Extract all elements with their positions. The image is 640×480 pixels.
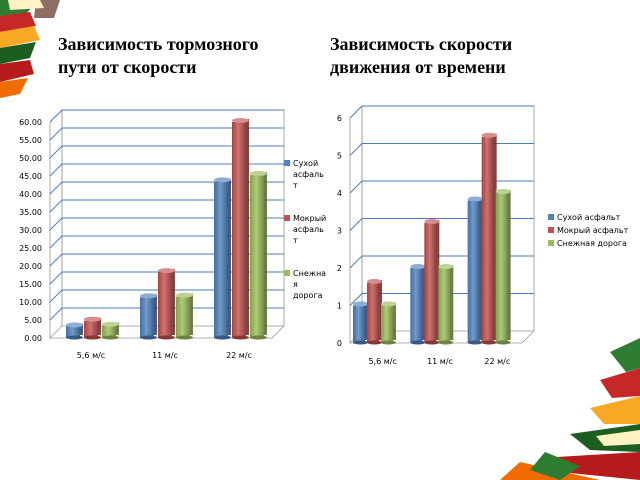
y-tick-label: 3 (337, 227, 342, 236)
y-tick-label: 6 (337, 114, 342, 123)
legend-label: т (293, 181, 298, 190)
legend-label: Снежна (293, 269, 326, 278)
legend-label: Мокрый (293, 214, 326, 223)
gridline (49, 145, 284, 159)
bar (353, 301, 368, 345)
y-tick-label: 40.00 (19, 190, 42, 199)
gridline (49, 217, 284, 231)
bar (410, 264, 426, 345)
bar (495, 189, 511, 345)
legend-label: Снежная дорога (557, 239, 627, 248)
legend-swatch (548, 240, 554, 246)
legend-swatch (548, 214, 554, 220)
gridline (349, 143, 534, 156)
gridline (349, 180, 534, 194)
plot-floor (350, 330, 535, 344)
bar (176, 292, 193, 340)
bar (481, 132, 497, 345)
legend-label: асфаль (293, 170, 324, 179)
legend-swatch (284, 215, 290, 221)
y-tick-label: 0 (337, 339, 342, 348)
bar (102, 321, 119, 340)
x-tick-label: 5,6 м/с (77, 351, 105, 360)
legend-swatch (284, 270, 290, 276)
bar (250, 170, 267, 340)
bar (467, 196, 483, 345)
y-tick-label: 50.00 (19, 154, 42, 163)
bar (381, 301, 396, 345)
book-stack-bottom-right-icon (500, 338, 640, 480)
gridline (49, 271, 284, 285)
y-tick-label: 5.00 (24, 316, 42, 325)
legend-swatch (284, 160, 290, 166)
y-tick-label: 1 (337, 302, 342, 311)
x-tick-label: 5,6 м/с (368, 357, 396, 366)
y-tick-label: 25.00 (19, 244, 42, 253)
gridline (349, 105, 534, 119)
bar (424, 219, 440, 345)
bar (140, 293, 157, 340)
x-tick-label: 11 м/с (152, 351, 178, 360)
gridline (49, 235, 284, 249)
x-tick-label: 22 м/с (484, 357, 510, 366)
legend-label: Сухой асфальт (557, 213, 621, 222)
bar (232, 118, 249, 340)
book-stack-top-left-icon (0, 0, 60, 98)
y-tick-label: 10.00 (19, 298, 42, 307)
y-tick-label: 20.00 (19, 262, 42, 271)
chart-title-speed: Зависимость скорости движения от времени (330, 34, 513, 77)
legend-label: т (293, 236, 298, 245)
y-tick-label: 55.00 (19, 136, 42, 145)
gridline (49, 127, 284, 141)
y-tick-label: 15.00 (19, 280, 42, 289)
chart-title-braking: Зависимость тормозного пути от скорости (58, 34, 259, 77)
legend-label: Сухой (293, 159, 318, 168)
legend-swatch (548, 227, 554, 233)
legend-label: асфаль (293, 225, 324, 234)
y-tick-label: 60.00 (19, 118, 42, 127)
gridline (49, 181, 284, 195)
gridline (49, 253, 284, 267)
bar (367, 279, 382, 345)
bar (214, 177, 231, 340)
gridline (49, 289, 284, 303)
bar (84, 316, 101, 340)
gridline (49, 109, 284, 123)
y-tick-label: 0.00 (24, 334, 42, 343)
bar (158, 268, 175, 340)
plot-floor (50, 325, 285, 339)
y-tick-label: 5 (337, 152, 342, 161)
gridline (49, 199, 284, 213)
bar (66, 322, 83, 340)
y-tick-label: 35.00 (19, 208, 42, 217)
legend-label: я (293, 280, 298, 289)
y-tick-label: 30.00 (19, 226, 42, 235)
y-tick-label: 2 (337, 264, 342, 273)
gridline (49, 307, 284, 321)
y-tick-label: 45.00 (19, 172, 42, 181)
y-tick-label: 4 (337, 189, 342, 198)
gridline (49, 163, 284, 177)
x-tick-label: 22 м/с (226, 351, 252, 360)
x-tick-label: 11 м/с (427, 357, 453, 366)
bar (438, 264, 454, 345)
legend-label: Мокрый асфальт (557, 226, 629, 235)
legend-label: дорога (293, 291, 323, 300)
